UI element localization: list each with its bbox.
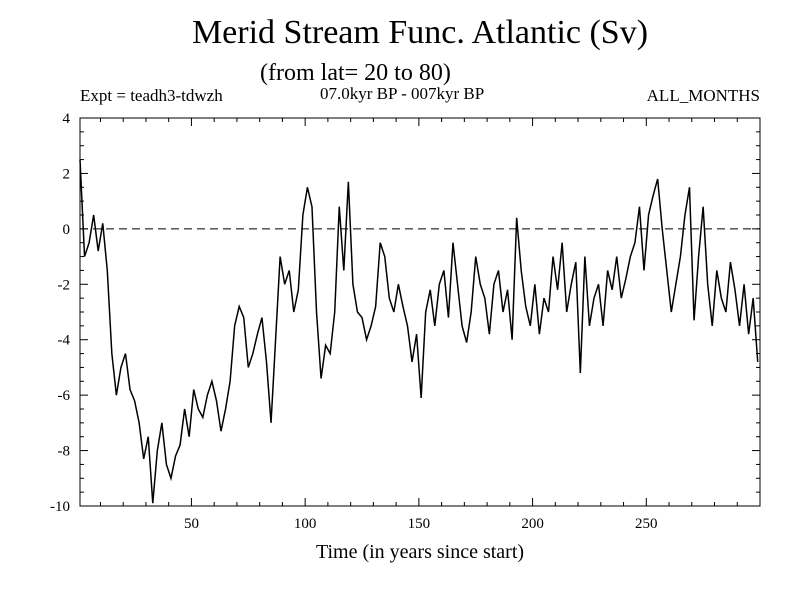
- x-axis-title: Time (in years since start): [316, 541, 524, 563]
- chart-subtitle: (from lat= 20 to 80): [260, 60, 451, 86]
- plot-frame: [79, 117, 761, 507]
- season-label: ALL_MONTHS: [646, 86, 760, 105]
- y-tick-label: -4: [58, 333, 71, 349]
- x-tick-label: 150: [408, 516, 431, 532]
- x-tick-label: 50: [184, 516, 199, 532]
- x-tick-label: 100: [294, 516, 317, 532]
- series-line: [79, 159, 759, 504]
- x-tick-label: 250: [635, 516, 658, 532]
- period-label: 07.0kyr BP - 007kyr BP: [320, 84, 485, 103]
- x-tick-label: 200: [521, 516, 544, 532]
- y-tick-label: -6: [58, 388, 71, 404]
- y-tick-label: 2: [63, 166, 71, 182]
- y-tick-label: -8: [58, 444, 71, 460]
- chart-title: Merid Stream Func. Atlantic (Sv): [191, 14, 649, 51]
- y-tick-label: -2: [58, 277, 71, 293]
- y-tick-label: 0: [63, 222, 71, 238]
- y-tick-label: -10: [50, 499, 70, 515]
- y-tick-label: 4: [63, 111, 71, 127]
- experiment-label: Expt = teadh3-tdwzh: [80, 86, 223, 105]
